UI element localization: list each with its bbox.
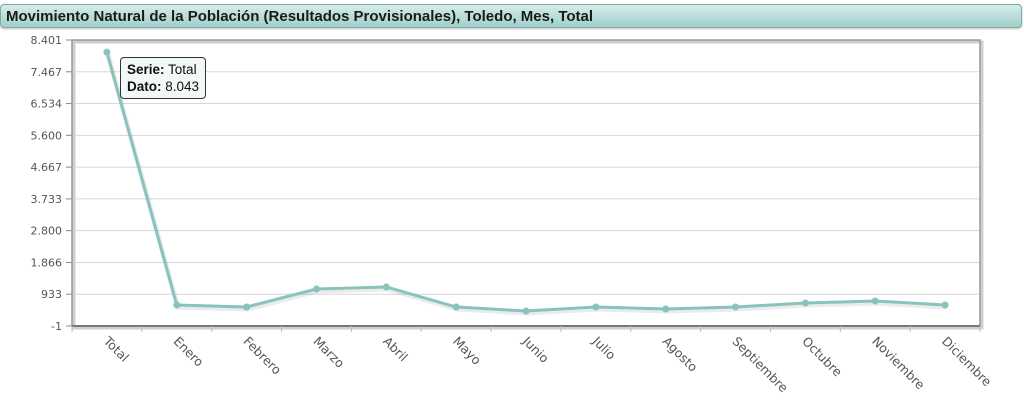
data-point[interactable] <box>871 297 879 305</box>
data-tooltip: Serie: Total Dato: 8.043 <box>120 57 207 99</box>
x-tick-label: Noviembre <box>869 334 928 393</box>
x-tick-label: Mayo <box>450 334 484 368</box>
chart-title-bar: Movimiento Natural de la Población (Resu… <box>0 4 1022 28</box>
y-tick-label: 8.401 <box>31 34 63 47</box>
tooltip-serie-label: Serie: <box>127 62 165 77</box>
data-point[interactable] <box>243 303 251 311</box>
x-tick-label: Marzo <box>310 334 347 371</box>
x-tick-label: Junio <box>519 333 552 366</box>
y-tick-label: 4.667 <box>31 161 63 174</box>
series-line <box>105 51 946 313</box>
y-tick-label: 933 <box>41 288 62 301</box>
x-tick-label: Abril <box>380 334 411 365</box>
y-tick-label: 7.467 <box>31 66 63 79</box>
data-point[interactable] <box>382 283 390 291</box>
chart-title: Movimiento Natural de la Población (Resu… <box>6 8 594 25</box>
x-tick-label: Julio <box>589 333 619 363</box>
x-tick-label: Septiembre <box>729 334 791 396</box>
data-point[interactable] <box>312 285 320 293</box>
y-tick-label: 5.600 <box>31 129 63 142</box>
data-point[interactable] <box>592 303 600 311</box>
y-tick-label: -1 <box>51 320 62 333</box>
y-tick-label: 3.733 <box>31 193 63 206</box>
x-tick-label: Total <box>100 333 132 365</box>
tooltip-serie-value: Total <box>168 62 197 77</box>
x-tick-label: Febrero <box>240 334 284 378</box>
x-tick-label: Enero <box>171 334 207 370</box>
data-point[interactable] <box>173 301 181 309</box>
tooltip-dato-label: Dato: <box>127 79 162 94</box>
data-point[interactable] <box>732 303 740 311</box>
data-point[interactable] <box>801 299 809 307</box>
x-tick-label: Octubre <box>799 334 845 380</box>
data-point[interactable] <box>522 307 530 315</box>
data-point[interactable] <box>103 48 111 56</box>
data-point[interactable] <box>662 305 670 313</box>
data-point[interactable] <box>941 301 949 309</box>
y-tick-label: 2.800 <box>31 225 63 238</box>
x-tick-label: Diciembre <box>939 334 995 390</box>
y-tick-label: 6.534 <box>31 98 63 111</box>
x-tick-label: Agosto <box>660 334 701 375</box>
tooltip-dato-value: 8.043 <box>165 79 200 94</box>
y-tick-label: 1.866 <box>31 256 63 269</box>
data-point[interactable] <box>452 303 460 311</box>
plot-area <box>71 39 981 327</box>
